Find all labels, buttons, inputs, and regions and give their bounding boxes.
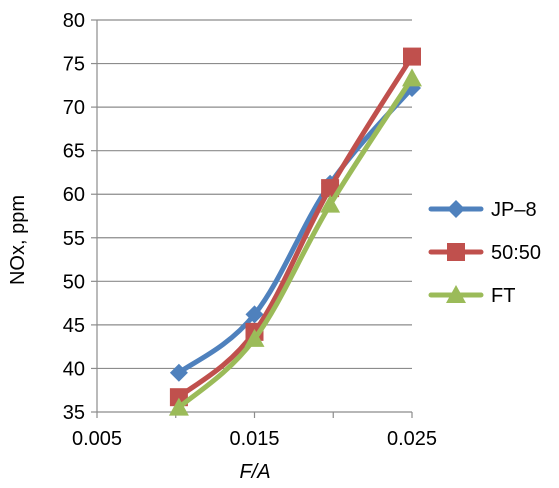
series-lines: [168, 47, 422, 416]
x-axis-title: F/A: [239, 461, 270, 483]
y-axis-title: NOx, ppm: [7, 195, 29, 285]
y-tick-label: 75: [63, 54, 85, 76]
data-point: [169, 363, 188, 382]
data-point: [402, 68, 422, 87]
x-tick-labels: 0.005 0.015 0.025: [72, 428, 437, 450]
y-tick-label: 70: [63, 97, 85, 119]
series-ft: [168, 68, 422, 416]
legend-marker: [446, 285, 466, 303]
legend-item-50-50: 50:50: [428, 242, 541, 264]
y-tick-label: 50: [63, 271, 85, 293]
axes: [91, 19, 413, 418]
y-tick-label: 80: [63, 10, 85, 32]
x-tick-label: 0.015: [229, 428, 279, 450]
legend: JP–8 50:50 FT: [428, 199, 541, 307]
y-tick-label: 40: [63, 358, 85, 380]
data-point: [168, 397, 189, 416]
data-point: [320, 194, 341, 213]
legend-label: FT: [491, 285, 515, 307]
y-tick-label: 55: [63, 228, 85, 250]
y-tick-label: 60: [63, 184, 85, 206]
y-tick-label: 35: [63, 402, 85, 424]
data-point: [244, 328, 265, 347]
series-line: [176, 75, 415, 411]
y-tick-label: 45: [63, 315, 85, 337]
legend-marker: [447, 243, 465, 261]
y-tick-labels: 35 40 45 50 55 60 65 70 75 80: [63, 10, 85, 424]
data-point: [403, 47, 421, 66]
series-line: [176, 85, 415, 376]
legend-label: JP–8: [491, 199, 537, 221]
legend-item-jp-8: JP–8: [428, 199, 537, 221]
legend-marker: [447, 200, 465, 218]
gridlines: [97, 19, 412, 370]
y-tick-label: 65: [63, 141, 85, 163]
x-tick-label: 0.025: [387, 428, 437, 450]
data-point: [245, 305, 264, 324]
legend-label: 50:50: [491, 242, 541, 264]
series-line: [176, 54, 415, 400]
x-tick-label: 0.005: [72, 428, 122, 450]
legend-item-ft: FT: [428, 285, 515, 307]
